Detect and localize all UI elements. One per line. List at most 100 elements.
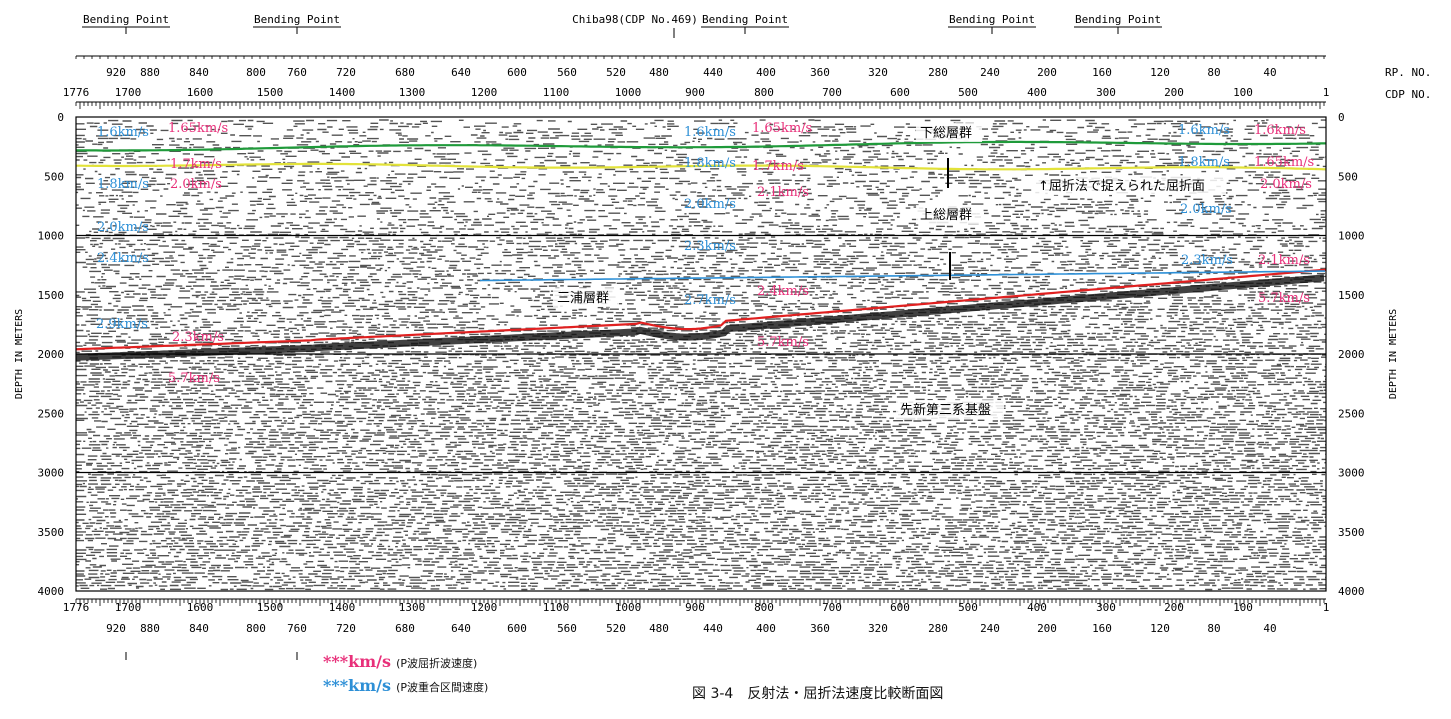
cdp-tick-bottom: 500 — [958, 601, 978, 614]
cdp-tick-bottom: 1 — [1323, 601, 1330, 614]
legend-text-refraction: (P波屈折波速度) — [396, 657, 478, 670]
annotation-label: 上総層群 — [920, 208, 972, 223]
rp-tick-bottom: 640 — [451, 622, 471, 635]
plot-frame — [75, 116, 1327, 592]
velocity-label-blue: 1.6km/s — [97, 125, 149, 140]
y-tick-right: 2000 — [1338, 348, 1365, 361]
rp-tick-top: 760 — [287, 66, 307, 79]
rp-ticks — [75, 56, 1325, 59]
annotation-backdrop — [553, 288, 619, 307]
velocity-label-blue: 2.0km/s — [97, 220, 149, 235]
y-tick-left: 0 — [57, 111, 64, 124]
velocity-label-pink: 1.7km/s — [752, 159, 804, 174]
velocity-label-blue: 1.8km/s — [684, 156, 736, 171]
rp-tick-bottom: 840 — [189, 622, 209, 635]
rp-tick-top: 240 — [980, 66, 1000, 79]
rp-tick-top: 400 — [756, 66, 776, 79]
cdp-tick-bottom: 600 — [890, 601, 910, 614]
basement-reflector — [76, 274, 1325, 361]
horizon-lines — [76, 140, 1326, 474]
y-tick-left: 3000 — [38, 467, 65, 480]
y-tick-right: 0 — [1338, 111, 1345, 124]
velocity-label-blue: 1.8km/s — [97, 177, 149, 192]
y-tick-right: 1000 — [1338, 230, 1365, 243]
rp-tick-top: 880 — [140, 66, 160, 79]
rp-tick-top: 80 — [1207, 66, 1220, 79]
y-tick-left: 500 — [44, 170, 64, 183]
horizon-red-basement — [76, 268, 1326, 351]
y-tick-right: 1500 — [1338, 289, 1365, 302]
rp-tick-top: 840 — [189, 66, 209, 79]
y-tick-left: 3500 — [38, 526, 65, 539]
trace-texture — [76, 119, 1326, 591]
rp-tick-bottom: 720 — [336, 622, 356, 635]
velocity-label-pink: 2.1km/s — [757, 185, 809, 200]
cdp-tick-bottom: 1100 — [543, 601, 570, 614]
cdp-tick-bottom: 1500 — [257, 601, 284, 614]
bending-point-label: Bending Point — [702, 13, 788, 26]
rp-tick-top: 160 — [1092, 66, 1112, 79]
cdp-tick-bottom: 1300 — [399, 601, 426, 614]
rp-tick-top: 600 — [507, 66, 527, 79]
velocity-label-blue: 2.0km/s — [684, 197, 736, 212]
rp-tick-bottom: 320 — [868, 622, 888, 635]
cdp-tick-top: 1 — [1323, 86, 1330, 99]
cdp-tick-top: 1776 — [63, 86, 90, 99]
rp-tick-top: 360 — [810, 66, 830, 79]
annotation-label: 下総層群 — [920, 126, 972, 141]
rp-tick-top: 120 — [1150, 66, 1170, 79]
horizon-yellow — [76, 162, 1326, 171]
rp-tick-bottom: 280 — [928, 622, 948, 635]
legend-item-refraction: ***km/s (P波屈折波速度) — [323, 652, 653, 676]
cdp-tick-top: 1700 — [115, 86, 142, 99]
y-tick-right: 500 — [1338, 170, 1358, 183]
annotation-label: 三浦層群 — [557, 291, 609, 306]
cdp-tick-bottom: 1000 — [615, 601, 642, 614]
velocity-label-blue: 1.6km/s — [1178, 123, 1230, 138]
cdp-tick-bottom: 200 — [1164, 601, 1184, 614]
rp-tick-bottom: 200 — [1037, 622, 1057, 635]
rp-tick-bottom: 600 — [507, 622, 527, 635]
y-axis-label-right: DEPTH IN METERS — [1388, 309, 1399, 399]
horizon-blue — [480, 270, 1325, 282]
velocity-label-pink: 2.0km/s — [1260, 177, 1312, 192]
legend-marker-refraction: ***km/s — [323, 652, 391, 671]
cdp-tick-top: 100 — [1233, 86, 1253, 99]
velocity-label-pink: 5.7km/s — [1258, 291, 1310, 306]
y-tick-left: 1500 — [38, 289, 65, 302]
rp-axis-title: RP. NO. — [1385, 66, 1431, 79]
y-tick-left: 2000 — [38, 348, 65, 361]
cdp-tick-top: 300 — [1096, 86, 1116, 99]
cdp-tick-top: 1400 — [329, 86, 356, 99]
cdp-tick-top: 1600 — [187, 86, 214, 99]
cdp-tick-top: 1500 — [257, 86, 284, 99]
rp-tick-top: 640 — [451, 66, 471, 79]
cdp-tick-bottom: 1600 — [187, 601, 214, 614]
rp-tick-top: 40 — [1263, 66, 1276, 79]
cdp-tick-bottom: 1400 — [329, 601, 356, 614]
bending-point-label: Bending Point — [83, 13, 169, 26]
cdp-tick-bottom: 1700 — [115, 601, 142, 614]
velocity-label-blue: 2.4km/s — [97, 251, 149, 266]
y-axis-label-left: DEPTH IN METERS — [14, 309, 25, 399]
y-tick-right: 3000 — [1338, 467, 1365, 480]
cdp-axis-title: CDP NO. — [1385, 88, 1431, 101]
velocity-label-blue: 2.3km/s — [684, 239, 736, 254]
rp-tick-top: 320 — [868, 66, 888, 79]
y-tick-left: 4000 — [38, 585, 65, 598]
velocity-label-pink: 1.65km/s — [1254, 155, 1314, 170]
rp-tick-top: 680 — [395, 66, 415, 79]
legend-text-interval: (P波重合区間速度) — [396, 681, 489, 694]
annotation-backdrop — [896, 400, 1004, 419]
legend: ***km/s (P波屈折波速度) ***km/s (P波重合区間速度) — [323, 652, 653, 702]
rp-tick-top: 200 — [1037, 66, 1057, 79]
annotation-backdrop — [1034, 176, 1226, 195]
cdp-tick-top: 1200 — [471, 86, 498, 99]
y-tick-left: 2500 — [38, 407, 65, 420]
rp-tick-bottom: 680 — [395, 622, 415, 635]
cdp-tick-top: 500 — [958, 86, 978, 99]
rp-tick-bottom: 120 — [1150, 622, 1170, 635]
